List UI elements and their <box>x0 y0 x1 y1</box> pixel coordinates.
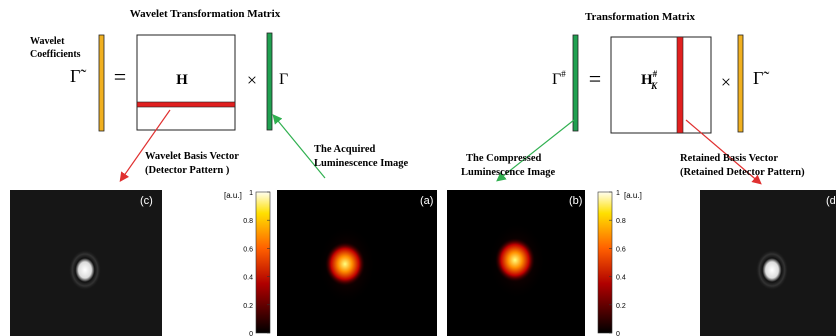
symbol: Γ̃ <box>70 66 86 86</box>
matrix <box>611 37 711 133</box>
times: × <box>247 70 257 90</box>
annotation: (Retained Detector Pattern) <box>680 167 805 178</box>
column <box>677 37 683 133</box>
pattern <box>756 250 788 290</box>
panel-label: (a) <box>420 195 433 207</box>
annotation: The Compressed <box>466 153 542 164</box>
vector <box>738 35 743 132</box>
sub: K <box>650 81 658 91</box>
tick-label: 0.2 <box>243 303 253 310</box>
colorbar <box>256 192 270 333</box>
tick-label: 0.8 <box>243 218 253 225</box>
label: Wavelet <box>30 36 65 47</box>
annotation: Wavelet Basis Vector <box>145 151 239 162</box>
annotation: Retained Basis Vector <box>680 153 778 164</box>
sup: # <box>561 69 566 79</box>
times: × <box>721 72 731 92</box>
title: Transformation Matrix <box>585 11 696 23</box>
vector <box>99 35 104 131</box>
symbol: Γ <box>552 71 561 88</box>
tick-label: 0.4 <box>243 275 253 282</box>
tick-label: 0.8 <box>616 218 626 225</box>
tick-label: 0 <box>249 331 253 336</box>
figure: Wavelet Transformation Matrix Wavelet Co… <box>0 0 836 336</box>
annotation: Luminescence Image <box>461 167 556 178</box>
tick-label: 0.6 <box>243 246 253 253</box>
panel-label: (c) <box>140 195 153 207</box>
vector <box>267 33 272 130</box>
tick-label: 1 <box>616 190 620 197</box>
tick-label: 0 <box>616 331 620 336</box>
tick-label: 0.4 <box>616 275 626 282</box>
tick-label: 1 <box>249 190 253 197</box>
tick-label: 0.2 <box>616 303 626 310</box>
title: Wavelet Transformation Matrix <box>130 8 281 20</box>
annotation: The Acquired <box>314 144 376 155</box>
equals: = <box>589 66 601 91</box>
sup: # <box>653 69 658 79</box>
symbol: Γ̃ <box>753 68 769 88</box>
unit: [a.u.] <box>224 191 242 200</box>
label: Coefficients <box>30 49 81 60</box>
unit: [a.u.] <box>624 191 642 200</box>
image-blob <box>325 242 365 286</box>
image-blob <box>495 238 535 282</box>
annotation: (Detector Pattern ) <box>145 165 230 176</box>
vector <box>573 35 578 131</box>
panel-label: (b) <box>569 195 582 207</box>
symbol: Γ# <box>552 69 566 88</box>
matrix-label: H <box>176 72 188 88</box>
row <box>137 102 235 107</box>
tick-label: 0.6 <box>616 246 626 253</box>
equals: = <box>114 64 126 89</box>
pattern <box>69 250 101 290</box>
annotation: Luminescence Image <box>314 158 409 169</box>
panel-label: (d) <box>826 195 836 207</box>
symbol: Γ <box>279 71 288 88</box>
colorbar <box>598 192 612 333</box>
